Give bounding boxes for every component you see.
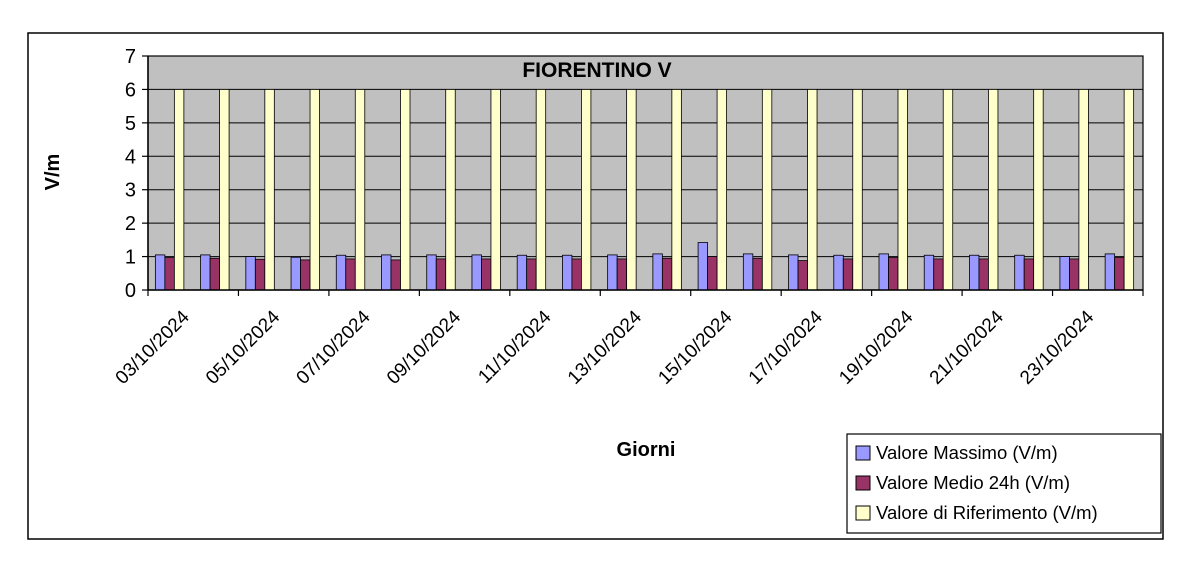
bar-2-11-10-2024	[526, 258, 537, 291]
bar-1-09-10-2024	[426, 254, 437, 291]
legend-label-1: Valore Massimo (V/m)	[876, 442, 1058, 463]
bar-2-15-10-2024	[707, 256, 718, 291]
bar-3-07-10-2024	[354, 89, 366, 291]
legend-swatch-1	[855, 445, 871, 461]
bar-2-20-10-2024	[933, 258, 944, 291]
chart-title: FIORENTINO V	[522, 59, 671, 82]
bar-1-07-10-2024	[335, 254, 347, 291]
bar-2-19-10-2024	[888, 257, 899, 291]
bar-2-03-10-2024	[164, 257, 175, 291]
bar-3-09-10-2024	[445, 89, 456, 291]
bar-1-08-10-2024	[381, 254, 392, 291]
bar-2-14-10-2024	[661, 257, 673, 291]
bar-1-23-10-2024	[1059, 256, 1070, 291]
bar-1-12-10-2024	[562, 254, 573, 291]
bar-1-03-10-2024	[154, 254, 166, 291]
bar-3-17-10-2024	[807, 89, 818, 291]
y-tick-label: 6	[125, 79, 136, 101]
y-tick-label: 1	[125, 247, 136, 269]
bar-2-23-10-2024	[1069, 258, 1080, 291]
bar-1-04-10-2024	[200, 254, 211, 291]
bar-2-05-10-2024	[254, 258, 266, 291]
bar-2-07-10-2024	[345, 258, 356, 291]
legend-label-2: Valore Medio 24h (V/m)	[876, 472, 1070, 493]
bar-1-22-10-2024	[1014, 254, 1025, 291]
bar-3-19-10-2024	[897, 89, 908, 291]
bar-2-04-10-2024	[209, 257, 220, 291]
bar-3-06-10-2024	[309, 89, 320, 291]
bar-3-22-10-2024	[1033, 89, 1044, 291]
x-axis-label: Giorni	[617, 439, 676, 461]
bar-1-21-10-2024	[969, 254, 980, 291]
bar-1-17-10-2024	[788, 254, 799, 291]
bar-3-13-10-2024	[626, 89, 637, 291]
bar-1-15-10-2024	[697, 242, 708, 291]
bar-2-22-10-2024	[1023, 258, 1035, 291]
bar-2-09-10-2024	[435, 258, 447, 291]
y-tick-label: 2	[125, 213, 136, 235]
y-tick-label: 0	[125, 280, 136, 302]
bar-3-08-10-2024	[400, 89, 411, 291]
bar-1-19-10-2024	[878, 253, 889, 291]
bar-3-21-10-2024	[988, 89, 999, 291]
bar-3-03-10-2024	[173, 89, 185, 291]
bar-2-06-10-2024	[300, 259, 311, 291]
bar-2-16-10-2024	[752, 257, 763, 291]
bar-2-08-10-2024	[390, 259, 401, 291]
bar-1-05-10-2024	[245, 256, 256, 291]
bar-1-20-10-2024	[923, 254, 935, 291]
bar-3-10-10-2024	[490, 89, 501, 291]
y-tick-label: 4	[125, 146, 136, 168]
y-axis-label: V/m	[42, 154, 64, 191]
y-tick-label: 7	[125, 46, 136, 68]
bar-2-24-10-2024	[1114, 257, 1125, 291]
bar-2-18-10-2024	[842, 258, 854, 291]
bar-1-13-10-2024	[607, 254, 618, 291]
bar-3-12-10-2024	[581, 89, 592, 291]
legend-swatch-3	[855, 505, 871, 521]
legend-box	[846, 433, 1162, 534]
y-tick-label: 5	[125, 113, 136, 135]
bar-1-10-10-2024	[471, 254, 482, 291]
bar-1-24-10-2024	[1104, 253, 1116, 291]
legend-swatch-2	[855, 475, 871, 491]
bar-2-21-10-2024	[978, 258, 989, 291]
bar-3-16-10-2024	[761, 89, 773, 291]
bar-3-15-10-2024	[716, 89, 727, 291]
bar-1-11-10-2024	[516, 254, 528, 291]
bar-2-13-10-2024	[616, 258, 628, 291]
bar-3-18-10-2024	[852, 89, 863, 291]
bar-1-18-10-2024	[833, 254, 844, 291]
y-tick-label: 3	[125, 180, 136, 202]
bar-2-10-10-2024	[481, 258, 492, 291]
bar-3-20-10-2024	[942, 89, 954, 291]
plot-area	[147, 55, 1144, 291]
bar-2-12-10-2024	[571, 258, 582, 291]
bar-3-11-10-2024	[535, 89, 547, 291]
bar-1-16-10-2024	[742, 253, 754, 291]
bar-3-23-10-2024	[1078, 89, 1089, 291]
bar-1-06-10-2024	[290, 256, 301, 291]
bar-1-14-10-2024	[652, 253, 663, 291]
legend: Valore Massimo (V/m) Valore Medio 24h (V/…	[846, 433, 1162, 534]
bar-3-04-10-2024	[219, 89, 230, 291]
bar-3-14-10-2024	[671, 89, 682, 291]
bar-2-17-10-2024	[797, 260, 808, 291]
bar-3-05-10-2024	[264, 89, 275, 291]
legend-label-3: Valore di Riferimento (V/m)	[876, 502, 1098, 523]
bar-3-24-10-2024	[1123, 89, 1135, 291]
